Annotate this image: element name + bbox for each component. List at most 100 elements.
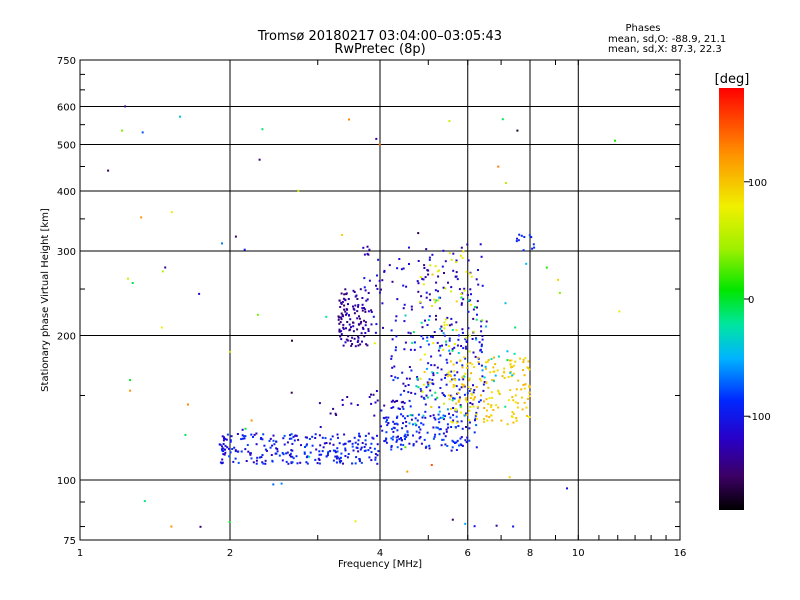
data-point — [476, 313, 478, 316]
colorbar-label: [deg] — [715, 72, 750, 87]
data-point — [426, 324, 429, 326]
data-point — [452, 386, 455, 389]
data-point — [498, 393, 501, 395]
data-point — [421, 306, 424, 309]
data-point — [448, 339, 451, 342]
data-point — [427, 273, 430, 276]
data-point — [463, 375, 466, 378]
data-point — [455, 361, 458, 364]
data-point — [475, 413, 478, 416]
data-point — [465, 270, 468, 273]
data-point — [449, 416, 452, 419]
data-point — [244, 448, 247, 451]
x-tick-label: 1 — [77, 548, 83, 559]
data-point — [481, 375, 484, 378]
data-point — [370, 459, 373, 462]
data-point — [361, 307, 364, 310]
data-point — [280, 482, 283, 485]
data-point — [438, 406, 441, 409]
data-point — [380, 409, 383, 412]
data-point — [415, 385, 418, 388]
data-point — [348, 118, 350, 121]
data-point — [442, 438, 445, 441]
data-point — [281, 452, 284, 454]
data-point — [243, 248, 246, 251]
data-point — [459, 404, 462, 407]
y-tick-label: 750 — [57, 56, 76, 67]
data-point — [404, 433, 407, 436]
data-point — [246, 444, 249, 446]
data-point — [481, 319, 484, 322]
data-point — [250, 457, 253, 460]
y-tick-label: 75 — [63, 536, 76, 547]
data-point — [462, 385, 465, 388]
data-point — [305, 461, 308, 464]
data-point — [335, 414, 338, 416]
data-point — [439, 354, 442, 357]
data-point — [353, 337, 356, 340]
data-point — [424, 319, 426, 322]
data-point — [224, 444, 227, 447]
data-point — [428, 315, 431, 318]
data-point — [436, 341, 439, 344]
data-point — [473, 366, 476, 369]
data-point — [223, 448, 226, 451]
data-point — [336, 455, 339, 458]
data-point — [363, 319, 366, 322]
data-point — [441, 392, 444, 395]
data-point — [395, 436, 398, 439]
data-point — [170, 211, 173, 214]
data-point — [361, 303, 364, 306]
data-point — [436, 372, 439, 374]
data-point — [276, 448, 279, 450]
data-point — [442, 332, 445, 335]
data-point — [179, 115, 181, 118]
data-point — [405, 420, 408, 423]
data-point — [321, 436, 324, 439]
data-point — [320, 453, 323, 456]
data-point — [377, 450, 380, 453]
data-point — [314, 458, 317, 461]
data-point — [220, 462, 223, 465]
data-point — [314, 433, 317, 436]
data-point — [367, 449, 370, 452]
data-point — [430, 464, 433, 466]
data-point — [393, 422, 396, 425]
data-point — [229, 451, 232, 454]
data-point — [306, 436, 308, 439]
data-point — [233, 446, 236, 449]
data-point — [353, 312, 356, 315]
data-point — [229, 350, 231, 353]
data-point — [461, 366, 464, 369]
data-point — [459, 405, 462, 408]
data-point — [356, 298, 359, 300]
data-point — [361, 309, 364, 312]
data-point — [431, 382, 434, 385]
data-point — [426, 431, 429, 434]
data-point — [408, 263, 410, 265]
colorbar-tick-label: -100 — [748, 412, 771, 423]
data-point — [308, 455, 311, 458]
data-point — [515, 240, 518, 243]
data-point — [468, 389, 471, 392]
data-point — [395, 400, 398, 402]
data-point — [340, 318, 343, 321]
data-point — [431, 253, 434, 256]
data-point — [509, 371, 512, 374]
data-point — [404, 341, 407, 344]
data-point — [456, 439, 459, 442]
data-point — [359, 288, 362, 291]
data-point — [464, 439, 467, 442]
data-point — [343, 433, 346, 436]
data-point — [430, 364, 433, 367]
data-point — [520, 234, 523, 237]
data-point — [515, 417, 518, 419]
data-point — [474, 306, 477, 308]
data-point — [476, 306, 478, 309]
data-point — [448, 252, 451, 255]
data-point — [336, 447, 339, 450]
data-point — [429, 264, 432, 267]
data-point — [390, 407, 393, 409]
data-point — [271, 444, 274, 447]
data-point — [396, 298, 399, 301]
